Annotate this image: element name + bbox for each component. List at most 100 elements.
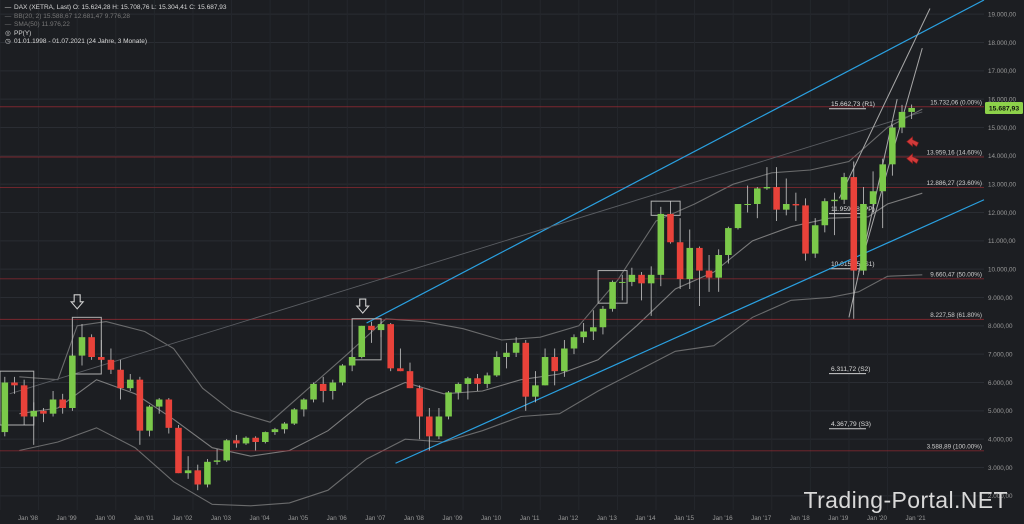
candle-up <box>281 423 288 430</box>
candle-up <box>908 107 915 112</box>
candle-down <box>474 378 481 384</box>
candle-down <box>98 357 105 360</box>
candle-up <box>512 342 520 353</box>
candle-up <box>126 379 134 389</box>
legend-pp-row: ◎ PP(Y) <box>4 30 226 39</box>
highlight-box <box>650 200 681 216</box>
candle-up <box>69 355 76 408</box>
candle-up <box>840 177 848 200</box>
y-tick-label: 12.000,00 <box>988 210 1017 217</box>
line-icon: — <box>4 21 12 29</box>
line-icon: — <box>4 12 12 20</box>
arrow-markers <box>69 136 920 314</box>
y-tick-label: 16.000,00 <box>988 96 1017 103</box>
y-tick-label: 19.000,00 <box>988 11 1017 18</box>
candle-down <box>175 427 182 474</box>
x-tick-label: Jan '00 <box>95 515 116 522</box>
candle-down <box>426 416 433 437</box>
chart-legend: — DAX (XETRA, Last) O: 15.624,28 H: 15.7… <box>4 4 227 47</box>
candle-down <box>165 399 173 428</box>
candle-up <box>860 204 867 271</box>
candle-up <box>647 274 655 284</box>
x-tick-label: Jan '08 <box>404 515 425 522</box>
target-icon: ◎ <box>5 29 11 37</box>
x-tick-label: Jan '02 <box>172 515 193 522</box>
x-tick-label: Jan '09 <box>442 515 463 522</box>
candle-down <box>194 470 202 485</box>
legend-range-row: ◷ 01.01.1998 - 01.07.2021 (24 Jahre, 3 M… <box>4 38 226 47</box>
candle-up <box>599 308 607 328</box>
candle-up <box>889 127 896 165</box>
candle-down <box>705 270 713 278</box>
candle-up <box>686 247 694 280</box>
x-tick-label: Jan '12 <box>558 515 579 522</box>
candle-up <box>609 281 616 309</box>
candle-up <box>204 461 211 485</box>
grid <box>0 13 984 497</box>
candle-up <box>725 228 732 255</box>
x-tick-label: Jan '14 <box>635 515 656 522</box>
candle-up <box>464 378 472 384</box>
candle-up <box>242 437 250 444</box>
x-tick-label: Jan '11 <box>520 515 540 522</box>
y-axis: 2.000,00 3.000,00 4.000,00 5.000,00 6.000,00… <box>988 11 1017 500</box>
candle-down <box>696 247 703 271</box>
candle-down <box>551 357 558 372</box>
legend-sma-row: — SMA(50) 11.976,22 <box>4 21 226 30</box>
candle-up <box>541 357 549 386</box>
y-tick-label: 3.000,00 <box>988 465 1013 472</box>
x-tick-label: Jan '03 <box>211 515 232 522</box>
candle-down <box>319 383 327 391</box>
candle-up <box>483 375 491 384</box>
candle-up <box>493 357 501 376</box>
x-tick-label: Jan '20 <box>867 515 888 522</box>
candles <box>1 104 915 491</box>
x-tick-label: Jan '04 <box>249 515 270 522</box>
fib-level-label: 15.732,06 (0.00%) <box>930 99 982 106</box>
bollinger-mid-line <box>19 192 923 457</box>
x-tick-label: Jan '10 <box>481 515 502 522</box>
y-tick-label: 13.000,00 <box>988 181 1017 188</box>
bollinger-upper-line <box>19 108 923 423</box>
candle-up <box>657 213 665 275</box>
candle-down <box>850 177 858 271</box>
candle-up <box>377 324 385 331</box>
y-tick-label: 14.000,00 <box>988 153 1017 160</box>
candle-down <box>252 437 259 442</box>
y-tick-label: 4.000,00 <box>988 436 1013 443</box>
price-tag-bg <box>985 102 1023 115</box>
candle-up <box>271 429 279 433</box>
candle-up <box>715 255 722 278</box>
price-tag-label: 15.687,93 <box>989 106 1019 113</box>
pivot-level-label: 15.662,73 (R1) <box>831 101 875 108</box>
x-tick-label: Jan '18 <box>790 515 811 522</box>
y-tick-label: 6.000,00 <box>988 380 1013 387</box>
x-tick-label: Jan '13 <box>597 515 618 522</box>
candle-up <box>445 392 452 417</box>
legend-sma: SMA(50) 11.976,22 <box>14 21 70 29</box>
candle-down <box>676 242 684 280</box>
legend-bb: BB(20, 2) 15.588,67 12.681,47 9.776,28 <box>14 12 131 20</box>
highlight-box <box>0 370 35 426</box>
fib-level-label: 9.660,47 (50.00%) <box>930 271 982 278</box>
candle-up <box>78 337 86 356</box>
down-arrow-icon <box>69 294 85 310</box>
candle-down <box>11 382 18 386</box>
candle-up <box>184 470 192 474</box>
candle-down <box>638 274 645 284</box>
candle-up <box>155 399 163 407</box>
candle-up <box>782 204 790 210</box>
fib-level-label: 8.227,58 (61.80%) <box>930 312 982 319</box>
candle-up <box>821 201 829 226</box>
candle-up <box>1 382 9 433</box>
candle-down <box>522 342 530 397</box>
candle-up <box>339 365 346 383</box>
x-tick-label: Jan '01 <box>134 515 155 522</box>
candle-down <box>20 385 28 417</box>
candle-up <box>879 164 886 192</box>
candle-up <box>532 385 539 397</box>
y-tick-label: 2.000,00 <box>988 493 1013 500</box>
candle-up <box>811 225 819 254</box>
candle-up <box>454 383 462 393</box>
